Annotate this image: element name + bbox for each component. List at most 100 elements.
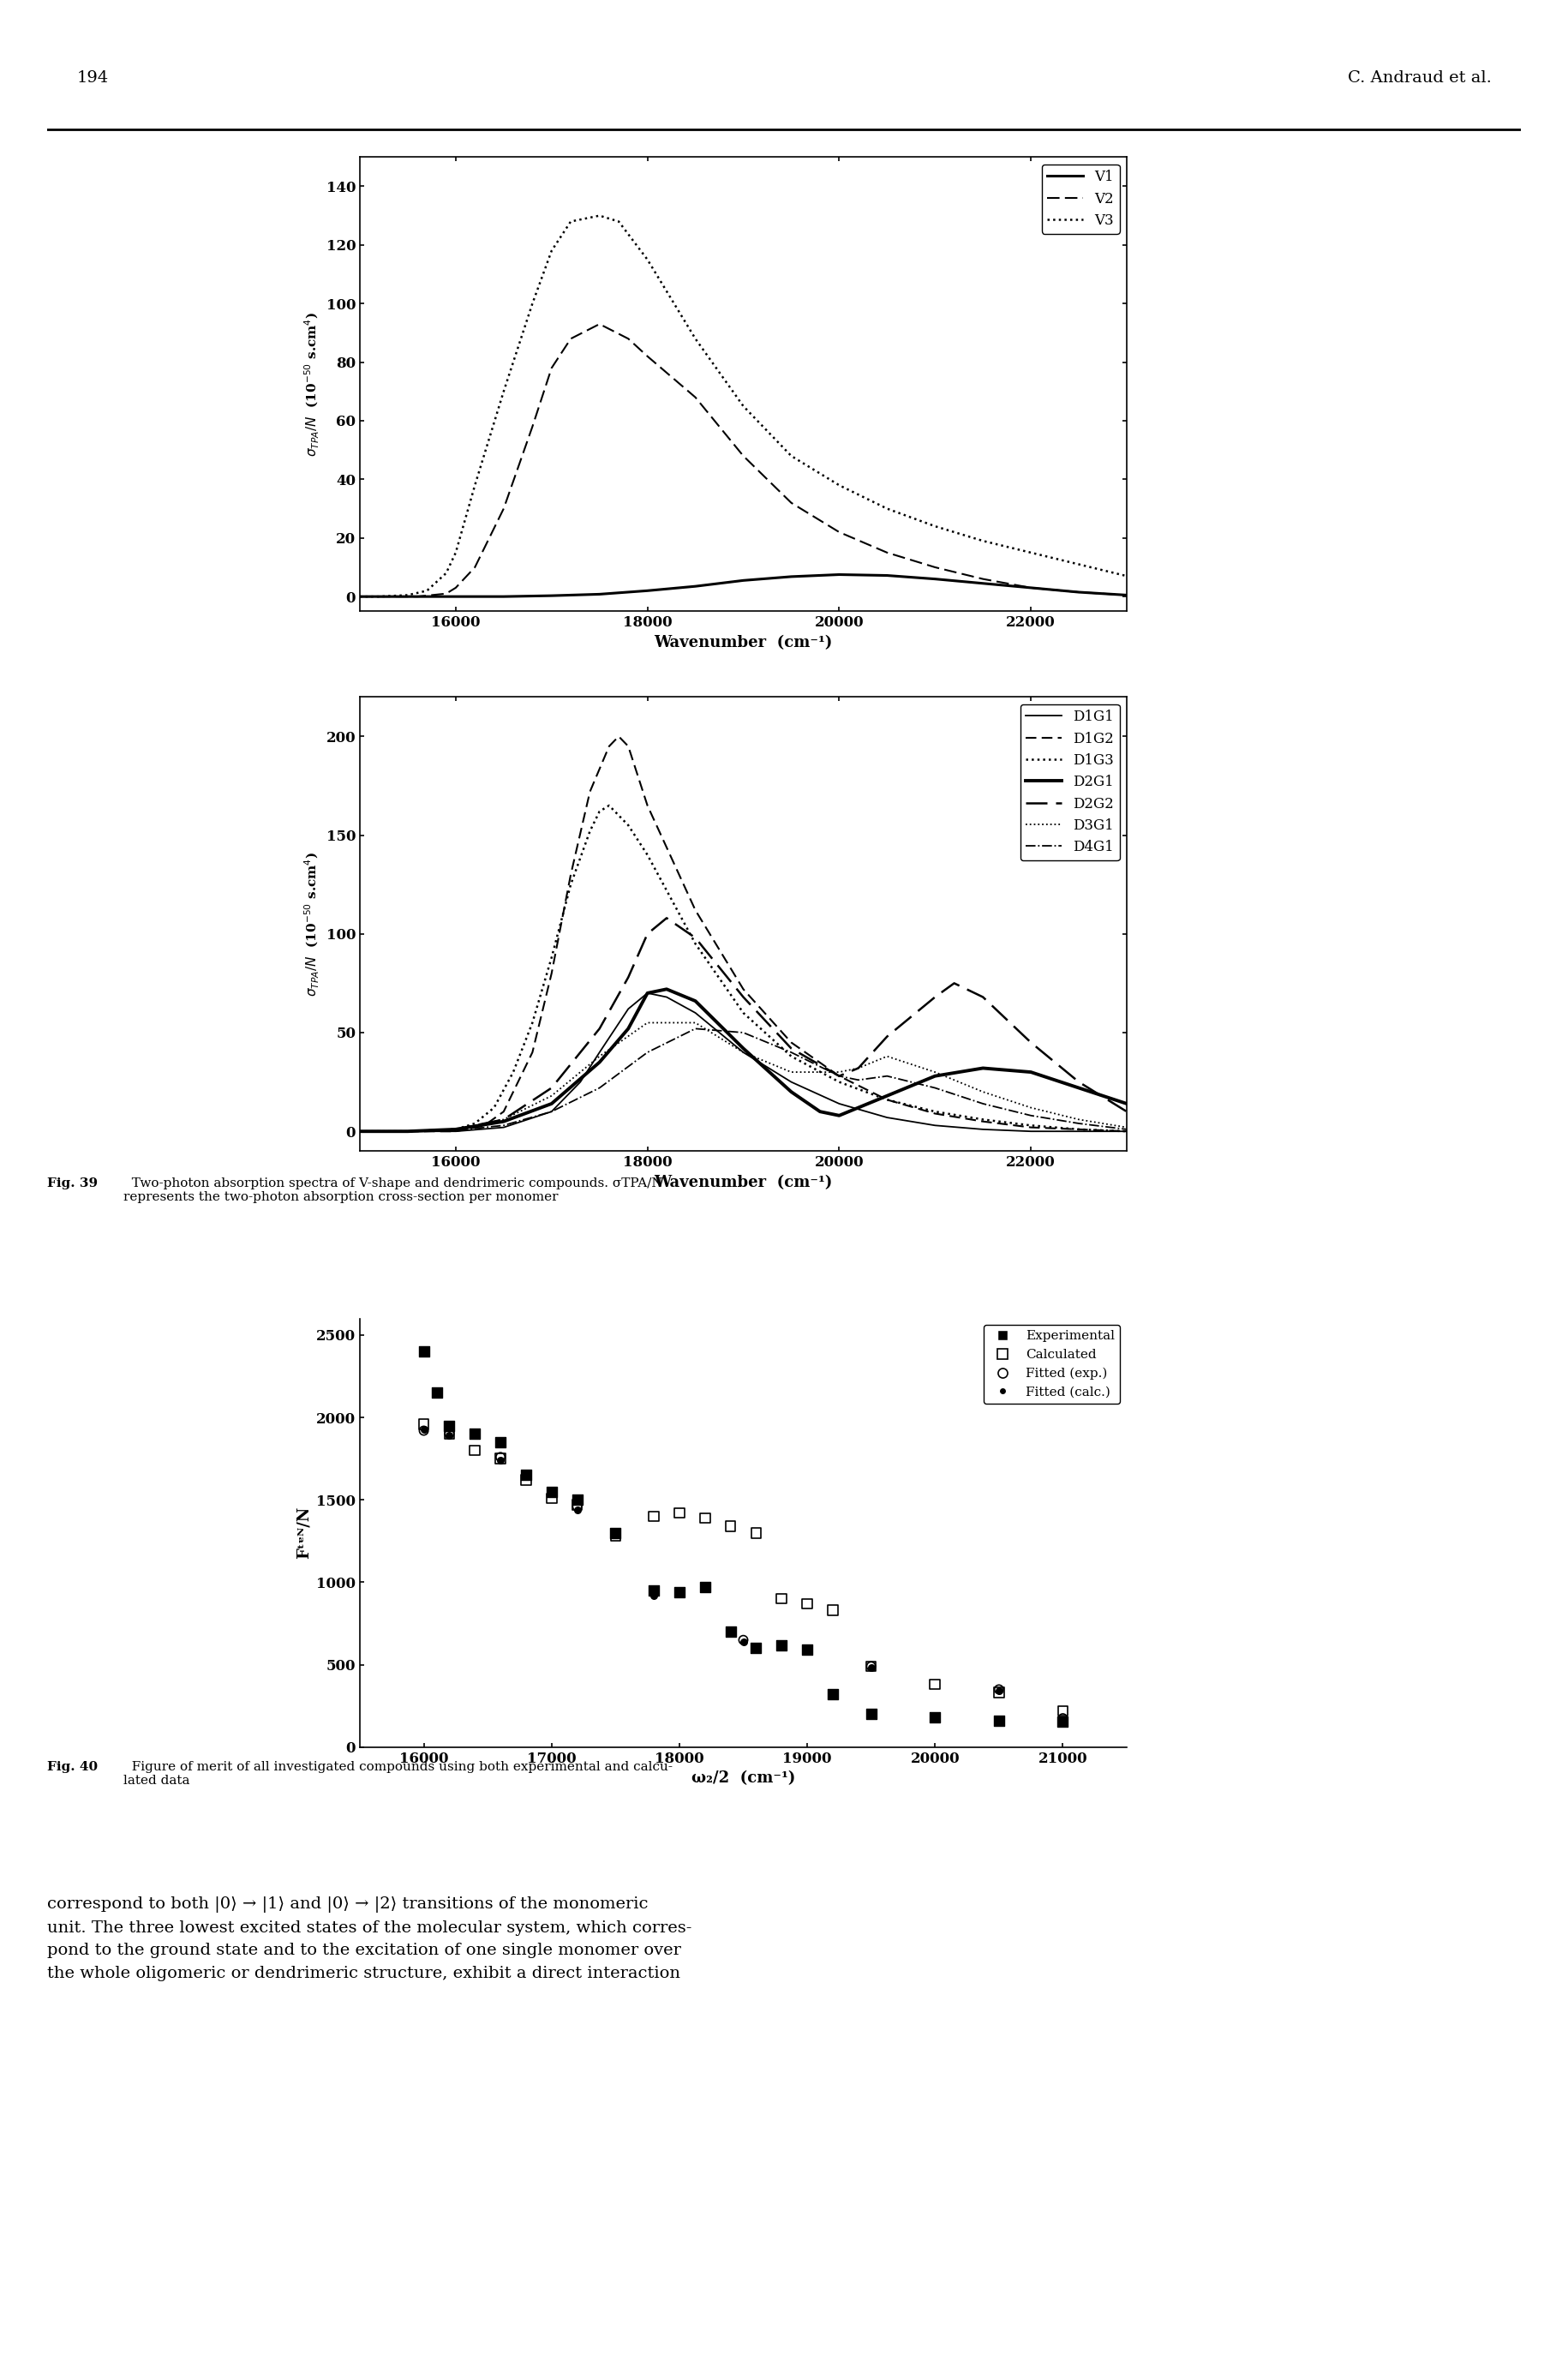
V2: [466, 554, 485, 583]
D1G2: [1021, 1113, 1040, 1141]
D1G1: [734, 1039, 753, 1068]
V1: [638, 575, 657, 604]
V1: [1118, 580, 1137, 609]
D1G1: [398, 1118, 417, 1146]
D1G2: [398, 1118, 417, 1146]
D2G2: [398, 1118, 417, 1146]
D4G1: [590, 1072, 608, 1101]
Fitted (calc.): [411, 1410, 436, 1448]
V1: [590, 580, 608, 609]
Experimental: [564, 1481, 590, 1520]
D2G2: [543, 1072, 561, 1101]
D4G1: [1021, 1101, 1040, 1130]
D3G1: [974, 1077, 993, 1106]
Calculated: [922, 1665, 947, 1703]
Legend: Experimental, Calculated, Fitted (exp.), Fitted (calc.): Experimental, Calculated, Fitted (exp.),…: [985, 1325, 1120, 1403]
D1G3: [974, 1106, 993, 1134]
Fitted (calc.): [731, 1622, 756, 1660]
D1G3: [485, 1094, 503, 1122]
Text: 194: 194: [77, 69, 108, 86]
D2G1: [782, 1077, 801, 1106]
V3: [829, 471, 848, 499]
D1G1: [447, 1118, 466, 1146]
D2G2: [1118, 1096, 1137, 1125]
V2: [829, 518, 848, 547]
D1G3: [398, 1118, 417, 1146]
Line: D1G1: D1G1: [361, 994, 1127, 1132]
Experimental: [986, 1703, 1011, 1741]
V3: [437, 559, 456, 587]
V3: [974, 526, 993, 554]
D2G1: [447, 1115, 466, 1144]
V3: [925, 511, 944, 540]
Calculated: [604, 1517, 629, 1555]
D4G1: [829, 1061, 848, 1089]
V3: [734, 392, 753, 421]
Experimental: [641, 1572, 666, 1610]
Calculated: [437, 1415, 463, 1453]
V3: [638, 245, 657, 273]
D1G2: [685, 897, 704, 925]
D1G2: [878, 1084, 897, 1113]
D3G1: [829, 1058, 848, 1087]
D1G2: [734, 975, 753, 1004]
D2G2: [974, 982, 993, 1011]
D1G1: [782, 1068, 801, 1096]
D2G1: [619, 1015, 638, 1044]
D2G1: [494, 1108, 513, 1137]
V3: [447, 537, 466, 566]
D2G1: [925, 1061, 944, 1089]
D1G3: [503, 1058, 522, 1087]
D4G1: [925, 1072, 944, 1101]
D2G2: [351, 1118, 370, 1146]
D3G1: [685, 1008, 704, 1037]
Fitted (exp.): [795, 1631, 820, 1669]
V3: [524, 290, 543, 319]
D3G1: [351, 1118, 370, 1146]
Line: D2G1: D2G1: [361, 989, 1127, 1132]
Line: D1G3: D1G3: [361, 806, 1127, 1132]
Legend: V1, V2, V3: V1, V2, V3: [1041, 164, 1120, 233]
D2G1: [878, 1082, 897, 1111]
D2G1: [657, 975, 676, 1004]
Experimental: [922, 1698, 947, 1736]
Line: D4G1: D4G1: [361, 1030, 1127, 1132]
Experimental: [718, 1612, 743, 1650]
D1G1: [878, 1103, 897, 1132]
V2: [447, 573, 466, 602]
D3G1: [782, 1058, 801, 1087]
V3: [351, 583, 370, 611]
Fitted (exp.): [411, 1413, 436, 1451]
D2G2: [946, 968, 964, 996]
D3G1: [1069, 1106, 1088, 1134]
D2G2: [590, 1015, 608, 1044]
Fitted (calc.): [641, 1577, 666, 1615]
D1G3: [351, 1118, 370, 1146]
D1G3: [466, 1108, 485, 1137]
Experimental: [463, 1415, 488, 1453]
Experimental: [820, 1676, 845, 1715]
Experimental: [423, 1374, 448, 1413]
D1G3: [829, 1068, 848, 1096]
Experimental: [488, 1422, 513, 1460]
D3G1: [848, 1053, 867, 1082]
Fitted (exp.): [488, 1439, 513, 1477]
Calculated: [564, 1486, 590, 1524]
X-axis label: ω₂/2  (cm⁻¹): ω₂/2 (cm⁻¹): [691, 1772, 795, 1786]
Calculated: [693, 1498, 718, 1536]
D2G1: [829, 1101, 848, 1130]
Calculated: [539, 1479, 564, 1517]
V2: [638, 342, 657, 371]
V3: [1069, 549, 1088, 578]
D1G1: [1069, 1118, 1088, 1146]
D4G1: [351, 1118, 370, 1146]
V3: [543, 235, 561, 264]
Fitted (exp.): [731, 1622, 756, 1660]
Calculated: [666, 1493, 691, 1531]
D4G1: [638, 1039, 657, 1068]
V3: [561, 207, 580, 235]
D1G2: [599, 732, 618, 761]
V2: [619, 323, 638, 352]
D4G1: [398, 1118, 417, 1146]
D1G1: [1118, 1118, 1137, 1146]
